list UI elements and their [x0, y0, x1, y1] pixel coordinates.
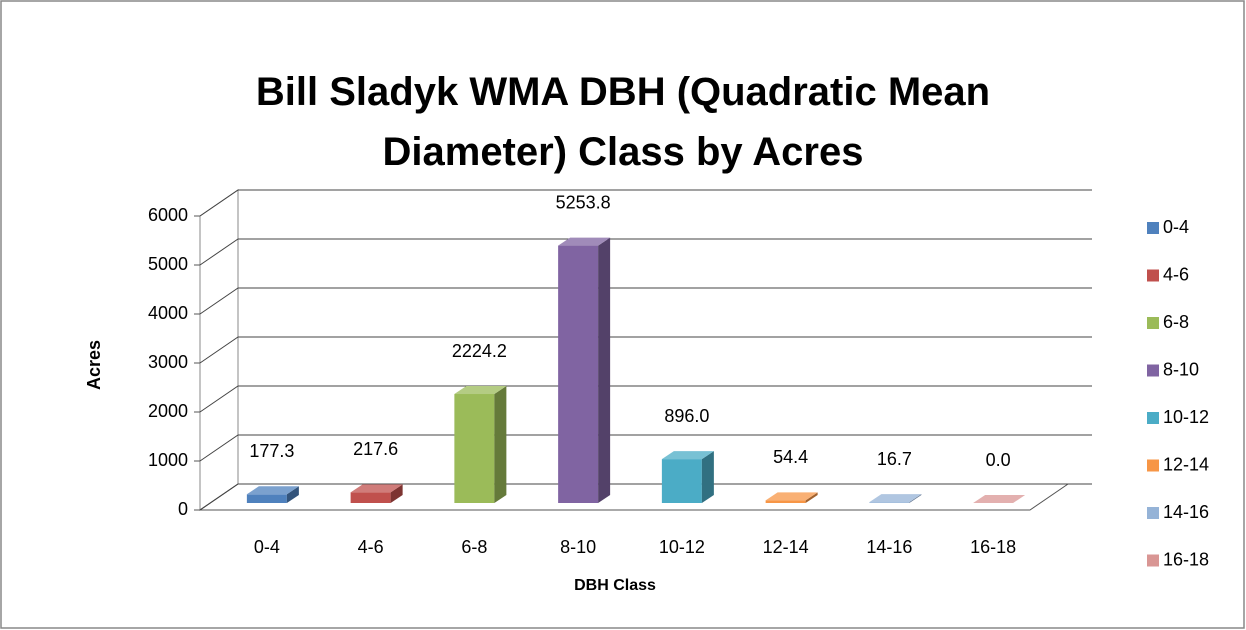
- bar-front: [765, 500, 806, 503]
- bar-front: [350, 492, 391, 503]
- grid-line: [199, 434, 1092, 462]
- legend-swatch: [1147, 269, 1159, 282]
- bar-side: [390, 484, 403, 503]
- x-tick-label: 10-12: [659, 537, 705, 557]
- value-label: 0.0: [986, 450, 1011, 470]
- legend-swatch: [1147, 222, 1159, 234]
- bar-top: [973, 495, 1026, 503]
- x-tick-label: 6-8: [461, 537, 487, 557]
- legend-swatch: [1147, 459, 1159, 472]
- bar-top: [765, 492, 818, 501]
- y-tick-label: 2000: [148, 401, 188, 421]
- legend-label: 6-8: [1163, 312, 1189, 332]
- y-axis-title: Acres: [84, 340, 104, 390]
- x-tick-label: 0-4: [254, 537, 280, 557]
- legend-label: 0-4: [1163, 217, 1189, 237]
- legend-swatch: [1147, 317, 1159, 329]
- x-tick-label: 16-18: [970, 537, 1016, 557]
- bar-top: [869, 494, 922, 503]
- grid-line: [199, 385, 1092, 413]
- bar-front: [246, 494, 287, 503]
- value-label: 2224.2: [452, 341, 507, 361]
- bar-top: [558, 237, 611, 246]
- y-tick-label: 4000: [148, 303, 188, 323]
- bar-front: [661, 459, 702, 503]
- value-label: 54.4: [773, 447, 808, 467]
- legend-label: 12-14: [1163, 454, 1209, 474]
- grid-line: [199, 287, 1092, 315]
- bar-side: [909, 494, 922, 503]
- y-tick-label: 5000: [148, 254, 188, 274]
- bar-side: [701, 451, 714, 503]
- bar-front: [869, 502, 910, 503]
- grid-line: [199, 238, 1092, 266]
- value-label: 896.0: [664, 406, 709, 426]
- y-tick-label: 3000: [148, 352, 188, 372]
- y-tick-label: 6000: [148, 205, 188, 225]
- x-tick-label: 4-6: [358, 537, 384, 557]
- x-tick-label: 14-16: [866, 537, 912, 557]
- bar-side: [494, 386, 507, 503]
- legend-swatch: [1147, 554, 1159, 567]
- x-axis-title: DBH Class: [574, 577, 656, 594]
- legend-label: 8-10: [1163, 359, 1199, 379]
- value-label: 5253.8: [556, 192, 611, 212]
- legend-swatch: [1147, 507, 1159, 519]
- bar-top: [661, 451, 714, 460]
- bar-top: [246, 486, 299, 495]
- bar-top: [454, 386, 507, 395]
- bar-front: [558, 245, 599, 504]
- bar-side: [805, 492, 818, 503]
- legend-label: 16-18: [1163, 549, 1209, 569]
- bar-top: [350, 484, 403, 493]
- legend-swatch: [1147, 412, 1159, 424]
- x-tick-label: 12-14: [763, 537, 809, 557]
- legend-swatch: [1147, 364, 1159, 377]
- legend-label: 4-6: [1163, 264, 1189, 284]
- bar-front: [454, 394, 495, 503]
- y-tick-label: 0: [178, 499, 188, 519]
- grid-line: [199, 336, 1092, 364]
- bar-side: [598, 237, 611, 504]
- legend-label: 10-12: [1163, 407, 1209, 427]
- grid-line: [199, 483, 1092, 511]
- value-label: 16.7: [877, 449, 912, 469]
- grid-line: [199, 189, 1092, 217]
- chart-title: Bill Sladyk WMA DBH (Quadratic Mean Diam…: [255, 70, 991, 174]
- y-tick-label: 1000: [148, 450, 188, 470]
- value-label: 217.6: [353, 439, 398, 459]
- legend-label: 14-16: [1163, 502, 1209, 522]
- value-label: 177.3: [249, 441, 294, 461]
- x-tick-label: 8-10: [560, 537, 596, 557]
- bar-side: [286, 486, 299, 503]
